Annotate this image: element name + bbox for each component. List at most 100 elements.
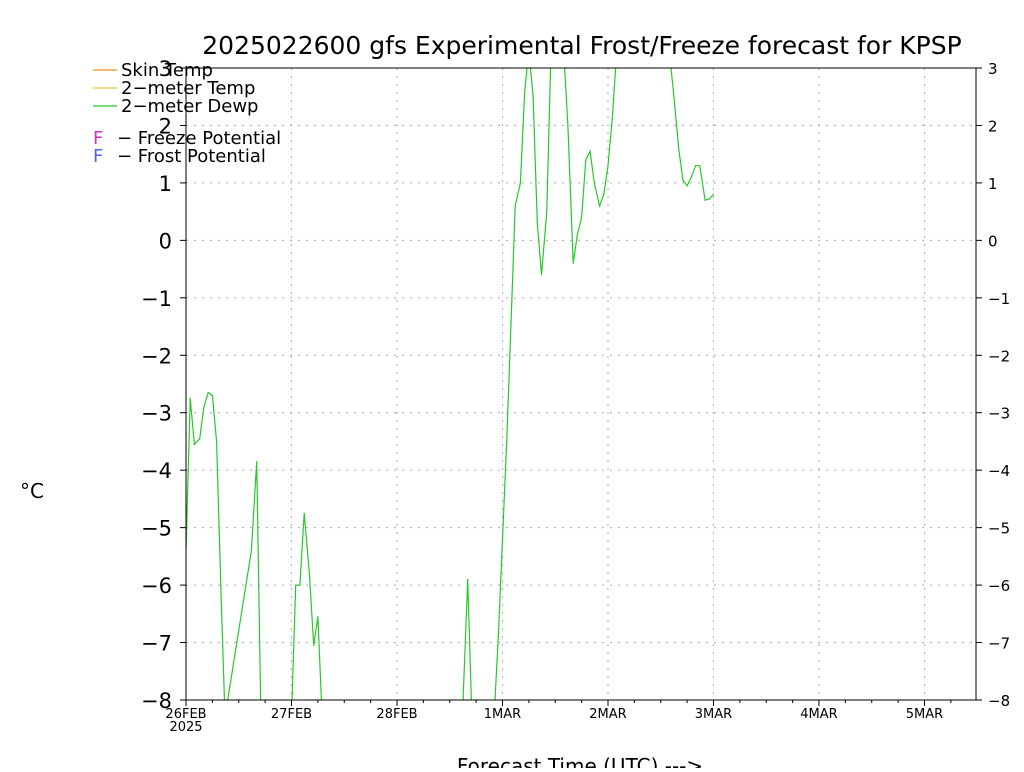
data-point (303, 512, 305, 514)
data-point (189, 397, 191, 399)
y-tick-label-right: −4 (988, 462, 1010, 480)
data-point (699, 165, 701, 167)
data-point (690, 176, 692, 178)
data-point (576, 234, 579, 236)
y-tick-label-left: 3 (159, 57, 172, 81)
data-point (704, 199, 706, 201)
data-point (678, 147, 680, 149)
data-point (532, 96, 534, 98)
data-point (313, 644, 315, 647)
y-tick-label-left: −2 (141, 344, 172, 368)
legend-label: Skin Temp (121, 60, 213, 81)
x-axis-label: Forecast Time (UTC) ---> (457, 754, 703, 768)
data-point (256, 461, 258, 463)
potential-label: − Freeze Potential (117, 128, 281, 149)
data-point (695, 165, 697, 167)
y-tick-label-right: −2 (988, 347, 1010, 365)
data-point (299, 584, 301, 586)
y-tick-label-left: −7 (141, 632, 172, 656)
y-tick-label-left: 1 (159, 172, 172, 196)
y-tick-label-left: 0 (159, 229, 172, 253)
data-point (708, 198, 710, 200)
data-point (207, 392, 209, 394)
data-point (510, 325, 512, 328)
data-point (712, 193, 715, 195)
y-tick-label-right: −1 (988, 290, 1010, 308)
y-tick-label-left: −4 (141, 459, 172, 483)
y-tick-label-right: 3 (988, 60, 998, 78)
legend-label: 2−meter Temp (121, 78, 255, 99)
data-point (567, 124, 569, 127)
grid (186, 68, 976, 700)
data-point (524, 90, 526, 92)
series-group (186, 68, 715, 700)
potential-marker: F (93, 128, 103, 149)
y-tick-label-right: −7 (988, 635, 1010, 653)
data-point (506, 440, 508, 443)
y-tick-label-right: −6 (988, 577, 1010, 595)
data-point (585, 159, 587, 161)
y-tick-label-right: −5 (988, 520, 1010, 538)
data-point (467, 578, 469, 580)
data-point (540, 274, 543, 276)
data-point (593, 182, 595, 184)
data-point (317, 616, 319, 618)
y-tick-label-left: 2 (159, 114, 172, 138)
series-line-dewpoint (186, 68, 714, 700)
data-point (519, 182, 522, 184)
data-point (497, 636, 499, 638)
potential-label: − Frost Potential (117, 146, 266, 167)
data-point (589, 150, 591, 152)
data-point (572, 262, 574, 264)
x-tick-label: 27FEB (271, 707, 312, 722)
y-tick-label-right: −3 (988, 405, 1010, 423)
y-tick-label-left: −1 (141, 287, 172, 311)
x-tick-label: 26FEB (165, 707, 206, 722)
data-point (682, 179, 684, 181)
data-point (193, 443, 195, 445)
data-point (611, 119, 613, 121)
data-point (536, 222, 538, 224)
data-point (686, 185, 688, 187)
x-tick-label: 4MAR (800, 707, 837, 722)
y-tick-label-right: −8 (988, 692, 1010, 710)
series-layer (186, 68, 715, 700)
plot-frame (185, 67, 977, 701)
data-point (199, 438, 201, 440)
data-point (308, 573, 310, 575)
x-tick-label: 1MAR (484, 707, 521, 722)
data-point (607, 165, 609, 167)
y-tick-label-left: −8 (141, 689, 172, 713)
data-point (216, 440, 218, 443)
x-tick-label: 28FEB (376, 707, 417, 722)
data-point (295, 584, 297, 586)
data-point (211, 394, 213, 397)
data-point (514, 205, 516, 207)
x-tick-label: 5MAR (906, 707, 943, 722)
y-axis-label: °C (20, 479, 44, 503)
y-tick-label-right: 2 (988, 117, 998, 135)
y-tick-label-right: 0 (988, 232, 998, 250)
y-tick-label-right: 1 (988, 175, 998, 193)
data-point (220, 584, 222, 586)
data-point (672, 90, 675, 92)
x-tick-label: 3MAR (695, 707, 732, 722)
y-tick-label-left: −3 (141, 402, 172, 426)
data-point (546, 211, 548, 213)
x-tick-label: 2MAR (589, 707, 626, 722)
data-point (581, 216, 583, 218)
legend-label: 2−meter Dewp (121, 96, 258, 117)
data-point (599, 205, 601, 207)
y-tick-label-left: −6 (141, 574, 172, 598)
chart-title: 2025022600 gfs Experimental Frost/Freeze… (202, 31, 961, 60)
data-point (603, 193, 605, 195)
potential-marker: F (93, 146, 103, 167)
ticks: 3 3 2 2 1 1 0 0 −1 −1 −2 −2 −3 −3 −4 −4 −5 −5 −6 −6 −7 −7 −8 −8… (141, 57, 1010, 735)
data-point (250, 550, 252, 552)
y-tick-label-left: −5 (141, 517, 172, 541)
data-point (203, 406, 205, 408)
